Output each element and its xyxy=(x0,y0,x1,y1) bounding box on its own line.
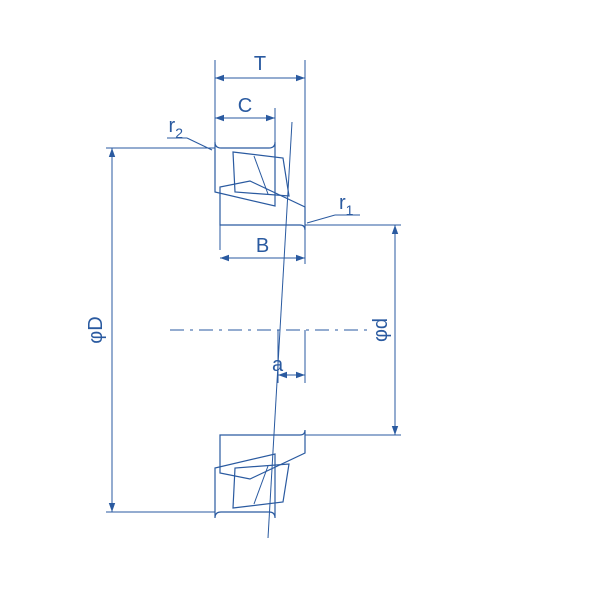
label-T: T xyxy=(254,53,266,75)
label-r1: r1 xyxy=(339,192,354,218)
label-r2: r2 xyxy=(169,115,184,141)
label-a: a xyxy=(272,354,284,376)
bearing-diagram: TC Ba r2 r1 φD φd xyxy=(0,0,600,600)
label-C: C xyxy=(238,95,252,117)
label-B: B xyxy=(256,235,269,257)
label-phiD: φD xyxy=(85,316,107,343)
label-phid: φd xyxy=(370,318,392,342)
